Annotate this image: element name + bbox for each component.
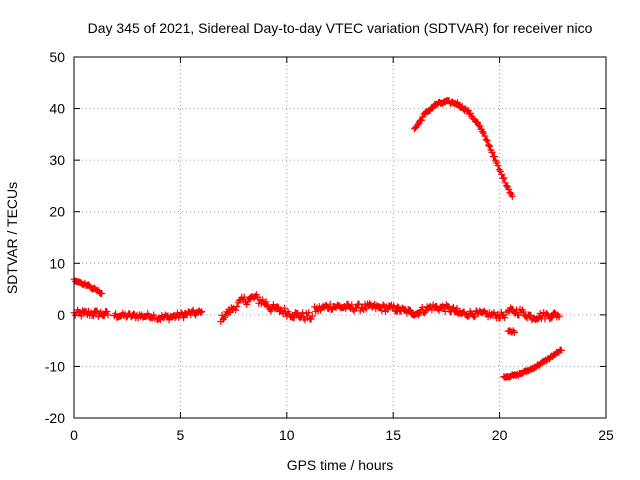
data-point-cluster [500,346,565,382]
x-tick-label: 10 [279,427,295,443]
data-point-cluster [415,301,461,319]
y-tick-label: -10 [45,358,65,374]
data-point-cluster [217,304,238,325]
y-axis-label: SDTVAR / TECUs [4,182,20,294]
y-tick-label: 10 [49,255,65,271]
y-tick-label: 40 [49,101,65,117]
y-tick-label: -20 [45,410,65,426]
y-tick-label: 50 [49,49,65,65]
x-tick-label: 5 [177,427,185,443]
data-point-cluster [504,304,563,324]
data-point-cluster [453,307,510,322]
data-point-cluster [311,300,401,316]
y-tick-label: 20 [49,204,65,220]
y-tick-label: 30 [49,152,65,168]
data-point-cluster [266,301,316,324]
x-tick-label: 20 [492,427,508,443]
data-point-cluster [232,291,274,314]
data-point-cluster [394,303,423,319]
data-point-cluster [411,97,516,200]
x-tick-label: 15 [385,427,401,443]
y-tick-label: 0 [57,307,65,323]
plot-frame [73,56,607,419]
data-points [70,97,565,382]
x-axis-label: GPS time / hours [287,457,394,473]
data-point-cluster [110,309,159,322]
chart-title: Day 345 of 2021, Sidereal Day-to-day VTE… [88,20,593,36]
x-tick-label: 25 [598,427,614,443]
x-tick-label: 0 [70,427,78,443]
data-point-cluster [153,306,206,324]
data-point-cluster [504,327,518,336]
